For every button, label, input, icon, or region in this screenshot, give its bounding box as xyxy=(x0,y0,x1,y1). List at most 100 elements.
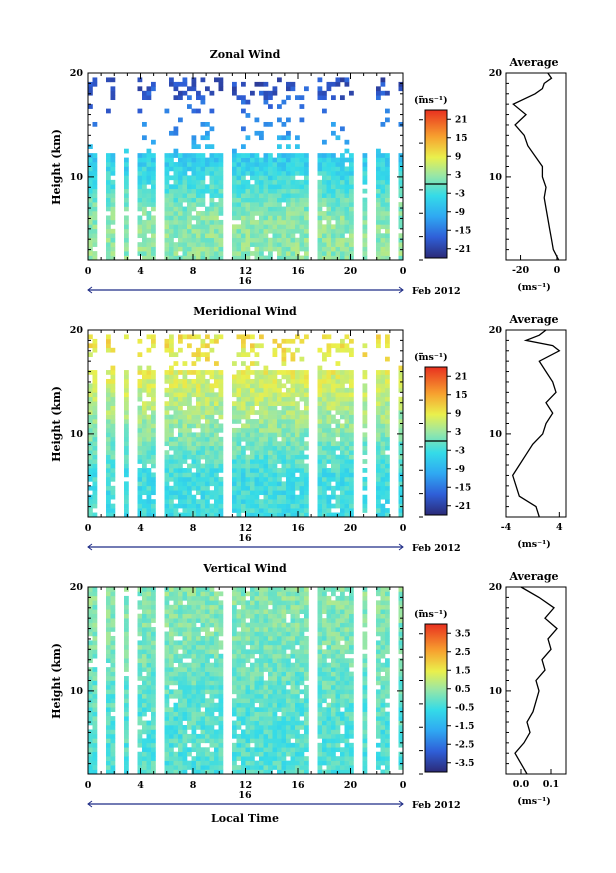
vertical-heatmap-cell xyxy=(317,725,323,730)
vertical-heatmap-cell xyxy=(124,622,129,628)
zonal-heatmap-cell xyxy=(250,237,255,243)
vertical-heatmap-cell xyxy=(124,627,129,632)
zonal-heatmap-cell xyxy=(205,242,210,247)
vertical-heatmap-cell xyxy=(299,711,305,717)
meridional-heatmap-cell xyxy=(380,419,386,424)
meridional-heatmap-cell xyxy=(250,512,255,518)
zonal-heatmap-cell xyxy=(200,255,206,261)
zonal-heatmap-cell xyxy=(295,224,300,230)
zonal-heatmap-cell xyxy=(110,246,116,252)
zonal-heatmap-cell xyxy=(380,215,386,221)
zonal-heatmap-cell xyxy=(326,188,332,194)
zonal-heatmap-cell xyxy=(209,108,215,114)
zonal-heatmap-cell xyxy=(299,179,305,185)
zonal-heatmap-cell xyxy=(304,202,309,207)
vertical-heatmap-cell xyxy=(272,747,278,753)
meridional-heatmap-cell xyxy=(196,441,201,447)
vertical-heatmap-cell xyxy=(137,640,143,646)
zonal-heatmap-cell xyxy=(191,108,197,114)
meridional-heatmap-cell xyxy=(263,383,269,389)
meridional-heatmap-cell xyxy=(326,450,332,455)
zonal-heatmap-cell xyxy=(268,170,273,176)
meridional-heatmap-cell xyxy=(178,427,183,433)
vertical-heatmap-cell xyxy=(191,640,197,646)
zonal-xtick-label: 0 xyxy=(400,266,407,277)
zonal-heatmap-cell xyxy=(322,95,327,101)
meridional-heatmap-cell xyxy=(245,414,251,420)
zonal-heatmap-cell xyxy=(209,242,215,247)
meridional-heatmap-cell xyxy=(331,396,336,402)
meridional-heatmap-cell xyxy=(340,401,345,406)
meridional-heatmap-cell xyxy=(331,370,336,375)
zonal-heatmap-cell xyxy=(137,193,143,198)
vertical-heatmap-cell xyxy=(236,622,242,628)
meridional-heatmap-cell xyxy=(322,387,327,393)
zonal-heatmap-cell xyxy=(281,233,287,239)
meridional-heatmap-cell xyxy=(110,459,116,464)
zonal-heatmap-cell xyxy=(191,86,197,92)
meridional-heatmap-cell xyxy=(385,405,390,411)
vertical-heatmap-cell xyxy=(169,644,174,650)
zonal-heatmap-cell xyxy=(110,166,116,172)
vertical-heatmap-cell xyxy=(268,684,273,690)
zonal-heatmap-cell xyxy=(218,197,224,203)
meridional-heatmap-cell xyxy=(290,499,296,504)
vertical-heatmap-cell xyxy=(263,613,269,619)
vertical-heatmap-cell xyxy=(182,747,188,753)
zonal-heatmap-cell xyxy=(340,95,345,101)
vertical-heatmap-cell xyxy=(241,693,246,699)
vertical-heatmap-cell xyxy=(232,653,237,659)
meridional-heatmap-cell xyxy=(169,352,174,358)
vertical-heatmap-cell xyxy=(241,618,246,623)
zonal-heatmap-cell xyxy=(250,153,255,158)
zonal-heatmap-cell xyxy=(236,175,242,181)
zonal-heatmap-cell xyxy=(187,86,192,92)
vertical-heatmap-cell xyxy=(250,756,255,761)
vertical-heatmap-cell xyxy=(254,725,260,730)
vertical-heatmap-cell xyxy=(191,649,197,655)
zonal-heatmap-cell xyxy=(245,188,251,194)
meridional-heatmap-cell xyxy=(286,508,291,513)
zonal-heatmap-cell xyxy=(335,81,341,87)
meridional-heatmap-cell xyxy=(245,459,251,464)
vertical-heatmap-cell xyxy=(142,765,147,770)
zonal-heatmap-cell xyxy=(299,242,305,247)
meridional-heatmap-cell xyxy=(146,508,152,513)
vertical-heatmap-cell xyxy=(178,707,183,712)
meridional-heatmap-cell xyxy=(137,450,143,455)
zonal-heatmap-cell xyxy=(376,162,381,167)
vertical-heatmap-cell xyxy=(146,693,152,699)
vertical-heatmap-cell xyxy=(173,644,179,650)
zonal-heatmap-cell xyxy=(200,99,206,105)
vertical-heatmap-cell xyxy=(218,671,224,677)
meridional-heatmap-cell xyxy=(317,485,323,491)
meridional-heatmap-cell xyxy=(164,410,170,415)
zonal-heatmap-cell xyxy=(295,197,300,203)
zonal-heatmap-cell xyxy=(340,157,345,163)
zonal-heatmap-cell xyxy=(88,246,93,252)
vertical-heatmap-cell xyxy=(241,733,246,739)
vertical-heatmap-cell xyxy=(209,738,215,744)
zonal-heatmap-cell xyxy=(88,144,93,149)
vertical-heatmap-cell xyxy=(173,676,179,681)
vertical-heatmap-cell xyxy=(169,765,174,770)
meridional-heatmap-cell xyxy=(241,414,246,420)
zonal-heatmap-cell xyxy=(209,90,215,96)
meridional-heatmap-cell xyxy=(299,338,305,344)
vertical-heatmap-cell xyxy=(214,640,219,646)
vertical-heatmap-cell xyxy=(124,658,129,663)
zonal-heatmap-cell xyxy=(317,166,323,172)
zonal-heatmap-cell xyxy=(254,251,260,256)
vertical-heatmap-cell xyxy=(218,684,224,690)
meridional-heatmap-cell xyxy=(187,343,192,349)
meridional-heatmap-cell xyxy=(137,383,143,389)
vertical-heatmap-cell xyxy=(259,698,264,704)
vertical-heatmap-cell xyxy=(164,667,170,672)
zonal-heatmap-cell xyxy=(331,157,336,163)
zonal-heatmap-cell xyxy=(290,242,296,247)
zonal-heatmap-cell xyxy=(232,224,237,230)
meridional-heatmap-cell xyxy=(295,436,300,442)
zonal-heatmap-cell xyxy=(164,206,170,212)
meridional-heatmap-cell xyxy=(124,374,129,380)
vertical-heatmap-cell xyxy=(137,622,143,628)
